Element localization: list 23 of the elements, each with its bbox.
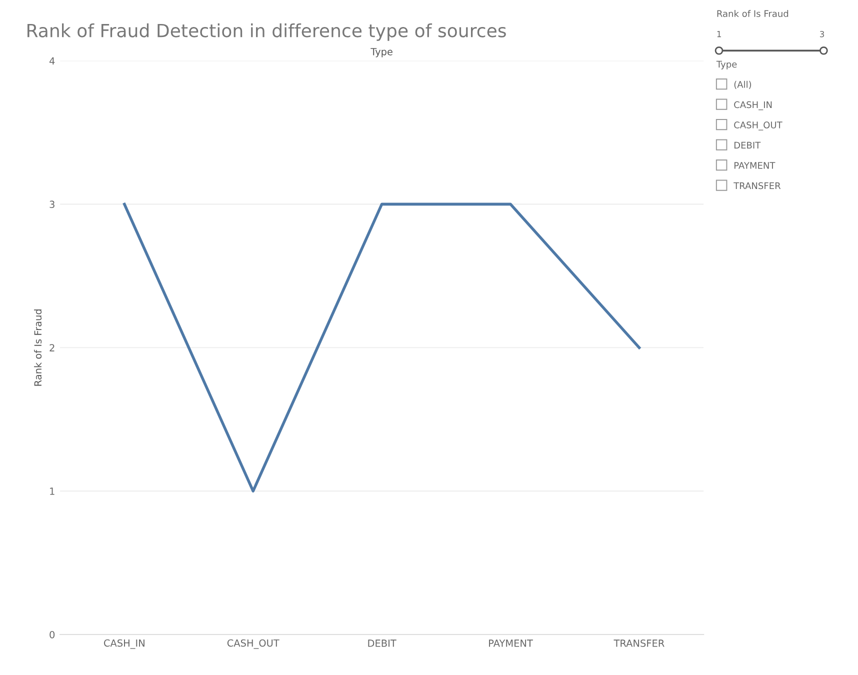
x-tick-label: CASH_OUT <box>227 639 280 649</box>
x-tick-label: DEBIT <box>368 640 396 647</box>
y-tick-label: 3 <box>50 200 54 208</box>
text: Type <box>716 60 737 70</box>
y-tick-label: 1 <box>50 488 54 495</box>
text: CASH_OUT <box>734 122 782 130</box>
x-tick-label: TRANSFER <box>614 640 664 647</box>
chart-title: Rank of Fraud Detection in difference type of sources <box>28 23 506 41</box>
text: TRANSFER <box>734 182 781 190</box>
x-axis-title: Type <box>370 48 392 58</box>
y-tick-label: 4 <box>49 57 55 64</box>
text: Rank of Is Fraud <box>717 10 788 18</box>
text: DEBIT <box>734 142 761 148</box>
y-axis-title: Rank of Is Fraud <box>34 309 42 386</box>
text: 1 <box>717 31 721 38</box>
y-tick-label: 2 <box>50 344 54 352</box>
text: 3 <box>820 30 824 38</box>
text: CASH_IN <box>734 101 772 110</box>
x-tick-label: PAYMENT <box>489 640 533 647</box>
y-tick-label: 0 <box>50 630 55 638</box>
text: (All) <box>734 80 752 89</box>
text: PAYMENT <box>734 162 776 169</box>
x-tick-label: CASH_IN <box>104 639 144 649</box>
